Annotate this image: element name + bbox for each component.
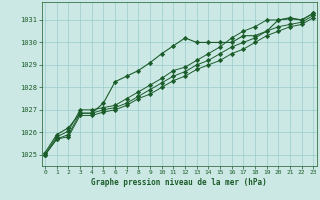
X-axis label: Graphe pression niveau de la mer (hPa): Graphe pression niveau de la mer (hPa) bbox=[91, 178, 267, 187]
